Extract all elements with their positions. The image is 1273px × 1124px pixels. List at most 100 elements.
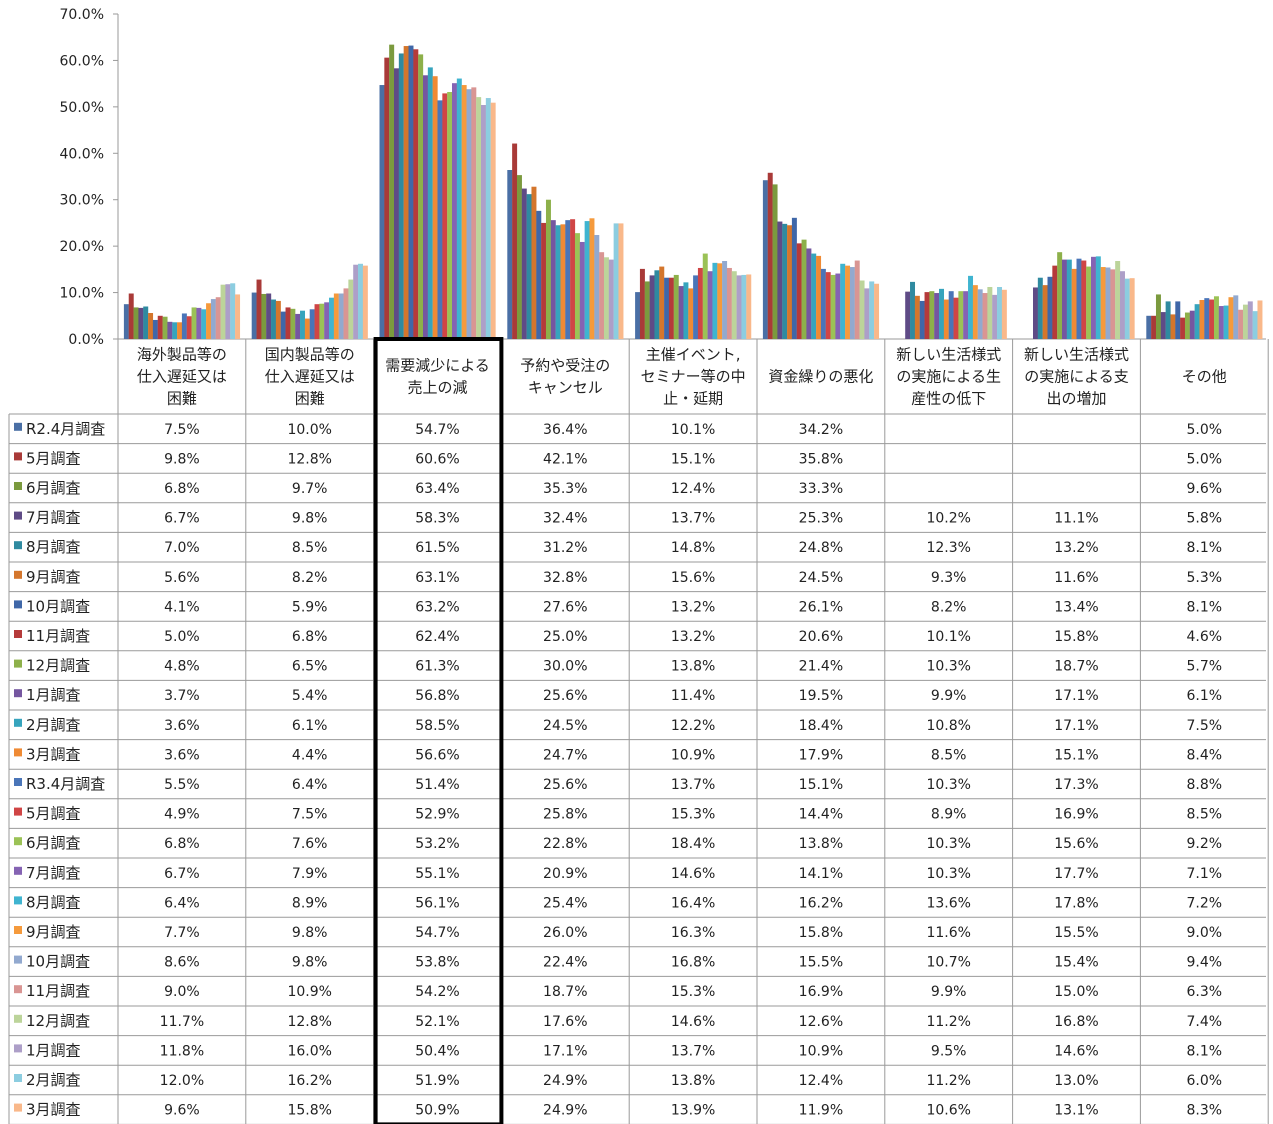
bar <box>343 288 349 339</box>
bar <box>1228 297 1234 339</box>
bar <box>968 275 974 339</box>
value-cell: 63.2% <box>415 599 459 615</box>
legend-swatch <box>14 866 22 875</box>
value-cell: 3.6% <box>164 718 200 734</box>
bar <box>997 287 1003 339</box>
series-label: 10月調査 <box>26 953 90 971</box>
series-label: 6月調査 <box>26 834 81 852</box>
bar <box>854 260 860 339</box>
bar <box>1160 312 1166 339</box>
value-cell: 21.4% <box>799 659 843 675</box>
bar <box>555 225 561 339</box>
value-cell: 8.2% <box>292 570 328 586</box>
value-cell: 25.8% <box>543 807 587 823</box>
value-cell: 9.0% <box>164 984 200 1000</box>
bar <box>910 281 916 339</box>
bar <box>295 313 301 339</box>
value-cell: 15.5% <box>1054 925 1098 941</box>
bar <box>251 292 257 339</box>
bar <box>654 270 660 339</box>
bar <box>427 67 433 339</box>
value-cell: 13.1% <box>1054 1103 1098 1119</box>
category-label: 止・延期 <box>663 390 723 408</box>
bar <box>929 291 935 339</box>
bar <box>731 271 737 339</box>
value-cell: 50.9% <box>415 1103 459 1119</box>
category-label: 仕入遅延又は <box>265 368 355 386</box>
value-cell: 11.7% <box>160 1014 204 1030</box>
bar <box>1218 306 1224 339</box>
value-cell: 13.8% <box>799 836 843 852</box>
bar <box>1066 259 1072 339</box>
value-cell: 14.8% <box>671 540 715 556</box>
bar <box>762 180 768 339</box>
legend-swatch <box>14 422 22 431</box>
bar <box>1120 271 1125 339</box>
bar <box>825 272 831 339</box>
bar <box>481 105 486 339</box>
value-cell: 12.4% <box>671 481 715 497</box>
value-cell: 16.0% <box>287 1043 331 1059</box>
series-label: 9月調査 <box>26 568 81 586</box>
bar <box>963 291 969 339</box>
bar <box>290 308 296 339</box>
bar <box>697 267 703 339</box>
value-cell: 61.5% <box>415 540 459 556</box>
value-cell: 5.0% <box>1187 451 1223 467</box>
bar <box>919 300 925 339</box>
bar <box>225 284 231 339</box>
value-cell: 24.5% <box>799 570 843 586</box>
value-cell: 13.2% <box>671 629 715 645</box>
bar <box>613 223 619 339</box>
bar <box>456 78 462 339</box>
value-cell: 9.6% <box>1187 481 1223 497</box>
bar <box>717 263 723 339</box>
series-label: 1月調査 <box>26 1041 81 1059</box>
value-cell: 58.3% <box>415 511 459 527</box>
legend-swatch <box>14 570 22 579</box>
value-cell: 32.8% <box>543 570 587 586</box>
value-cell: 26.1% <box>799 599 843 615</box>
bar <box>1184 312 1190 339</box>
legend-swatch <box>14 452 22 461</box>
bar <box>128 293 134 339</box>
bar <box>220 284 226 339</box>
value-cell: 8.8% <box>1187 777 1223 793</box>
value-cell: 4.6% <box>1187 629 1223 645</box>
value-cell: 60.6% <box>415 451 459 467</box>
value-cell: 5.7% <box>1187 659 1223 675</box>
bar <box>423 75 428 339</box>
bar <box>726 267 732 339</box>
bar <box>992 294 998 339</box>
bar <box>1086 266 1092 339</box>
value-cell: 8.6% <box>164 955 200 971</box>
value-cell: 9.8% <box>292 511 328 527</box>
highlight-box <box>373 337 504 1124</box>
value-cell: 10.9% <box>287 984 331 1000</box>
value-cell: 14.1% <box>799 866 843 882</box>
bar <box>835 273 841 339</box>
bar <box>280 311 286 339</box>
bar <box>659 266 665 339</box>
value-cell: 56.1% <box>415 895 459 911</box>
bar <box>210 299 216 339</box>
bar <box>1057 252 1063 339</box>
series-label: 11月調査 <box>26 627 90 645</box>
bar <box>531 186 537 339</box>
bar <box>1180 317 1186 339</box>
bar <box>905 291 911 339</box>
bar <box>840 263 846 339</box>
value-cell: 10.3% <box>926 659 970 675</box>
value-cell: 3.6% <box>164 747 200 763</box>
bar <box>736 275 742 339</box>
bar <box>442 93 448 339</box>
value-cell: 63.1% <box>415 570 459 586</box>
bar <box>982 293 988 339</box>
bar <box>603 257 609 339</box>
bar <box>162 316 168 339</box>
value-cell: 11.6% <box>926 925 970 941</box>
value-cell: 12.8% <box>287 451 331 467</box>
value-cell: 12.4% <box>799 1073 843 1089</box>
category-label: 需要減少による <box>385 357 490 375</box>
y-tick-label: 70.0% <box>60 7 104 23</box>
